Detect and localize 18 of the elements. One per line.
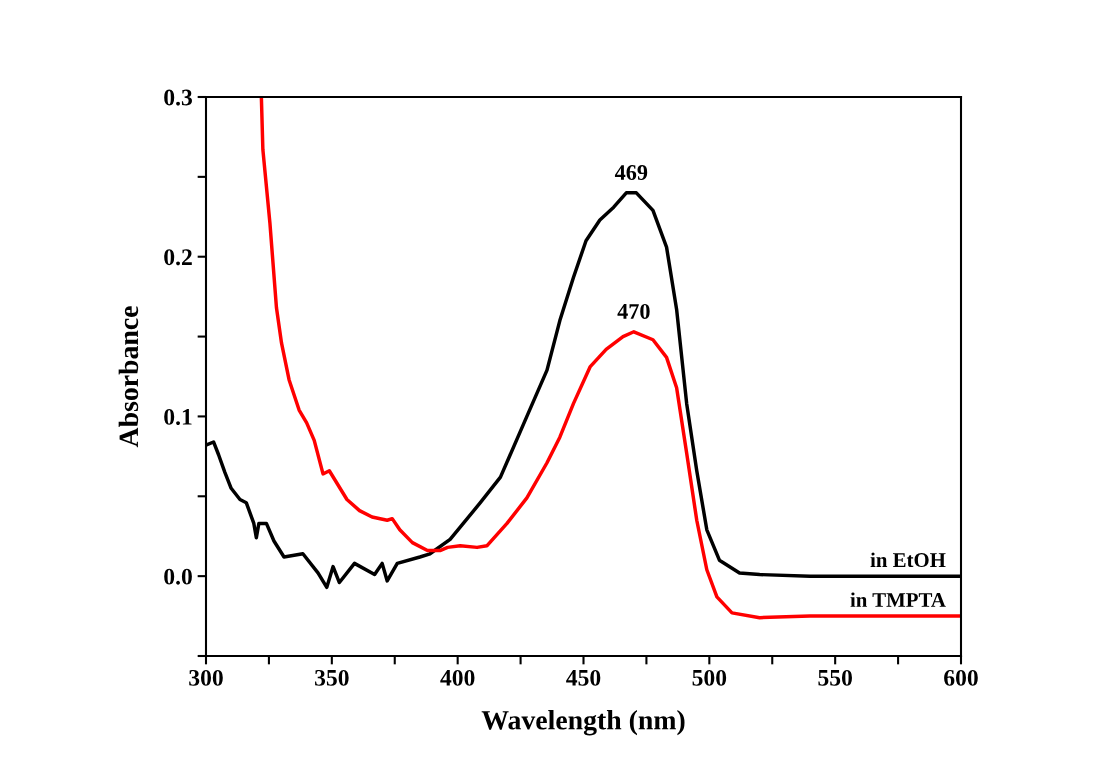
y-tick-label: 0.1 [164,408,192,425]
x-tick-label: 400 [440,669,475,686]
annotation: 469 [614,165,648,180]
x-tick-label: 300 [189,669,223,686]
x-tick-label: 450 [566,669,601,686]
y-tick-label: 0.2 [164,249,192,266]
x-axis-title: Wavelength (nm) [481,710,685,736]
annotation: 470 [617,303,650,319]
y-axis-title: Absorbance [118,306,139,448]
x-tick-label: 600 [944,669,978,686]
x-tick-label: 550 [818,669,852,686]
y-tick-label: 0.3 [164,89,192,106]
line-series [259,97,961,620]
series-label: in TMPTA [850,592,946,607]
x-tick-label: 500 [692,669,727,686]
x-tick-label: 350 [315,669,349,686]
y-tick-label: 0.0 [164,568,192,585]
series-label: in EtOH [870,552,946,568]
